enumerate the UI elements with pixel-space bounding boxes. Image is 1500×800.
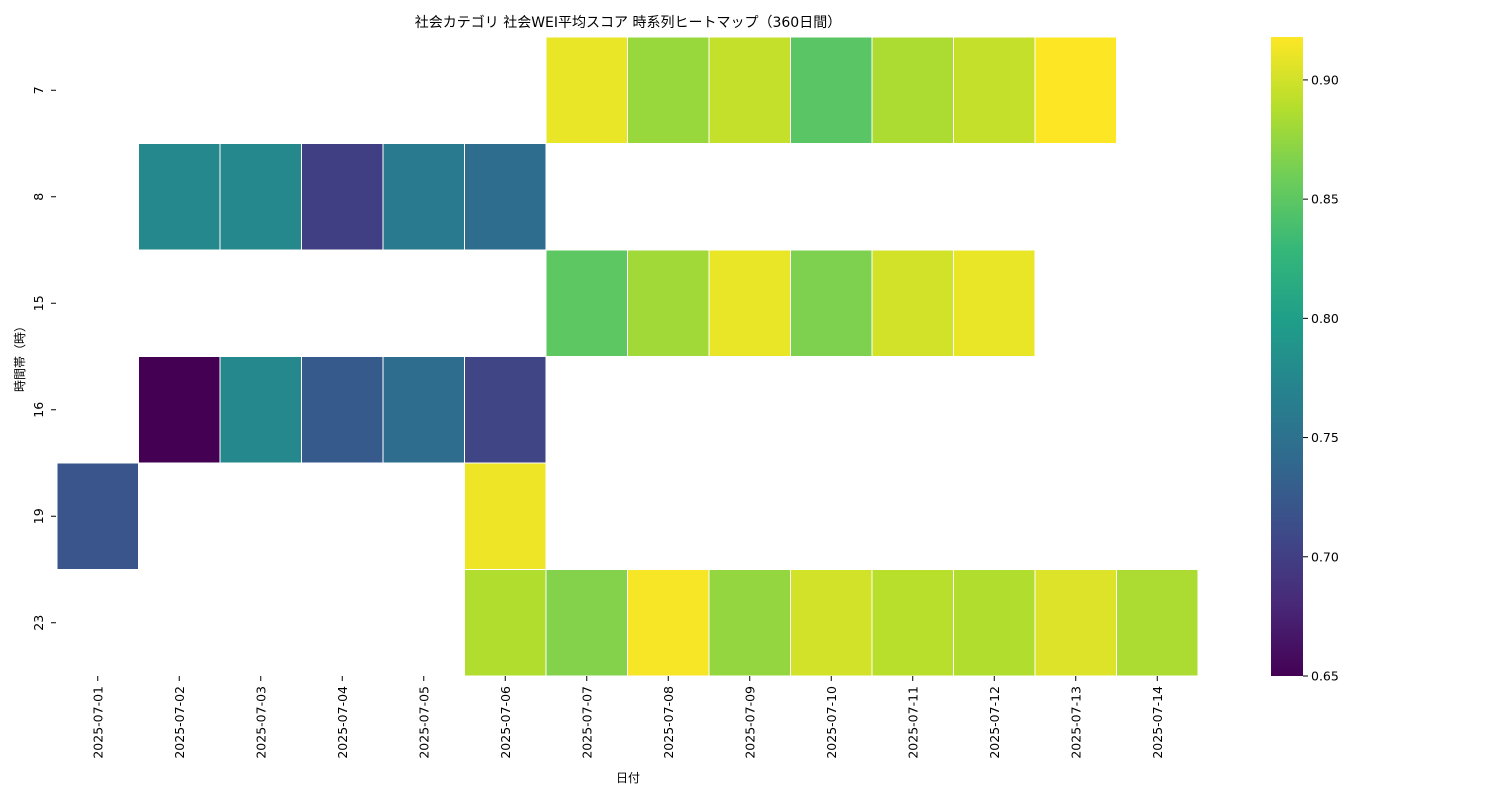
heatmap-cell <box>708 36 791 144</box>
heatmap-cell <box>545 36 628 144</box>
y-axis: 7 8 15 16 19 23 <box>31 86 56 631</box>
x-tick-label: 2025-07-01 <box>90 686 105 759</box>
y-axis-label: 時間帯（時） <box>13 320 27 392</box>
heatmap-cell <box>871 249 954 357</box>
x-tick-label: 2025-07-07 <box>579 686 594 759</box>
heatmap-cell <box>382 356 465 464</box>
heatmap-cell <box>56 462 139 570</box>
y-tick-label: 15 <box>31 295 46 311</box>
x-axis-label: 日付 <box>616 771 640 785</box>
heatmap-cell <box>790 569 873 677</box>
heatmap-cell <box>953 569 1036 677</box>
heatmap-cell <box>627 249 710 357</box>
heatmap-cell <box>464 569 547 677</box>
colorbar-gradient <box>1271 37 1303 676</box>
heatmap-cell <box>790 249 873 357</box>
x-tick-label: 2025-07-02 <box>172 686 187 759</box>
heatmap-cell <box>627 36 710 144</box>
colorbar-tick-label: 0.85 <box>1311 192 1339 207</box>
heatmap-cell <box>464 143 547 251</box>
y-tick-label: 7 <box>31 86 46 94</box>
heatmap-cell <box>790 36 873 144</box>
heatmap-cell <box>138 356 221 464</box>
heatmap-cell <box>301 356 384 464</box>
heatmap-cell <box>545 249 628 357</box>
heatmap-cell <box>138 143 221 251</box>
x-tick-label: 2025-07-14 <box>1150 686 1165 759</box>
heatmap-cell <box>871 36 954 144</box>
heatmap-cell <box>1116 569 1199 677</box>
x-tick-label: 2025-07-10 <box>824 686 839 759</box>
y-tick-label: 23 <box>31 615 46 631</box>
heatmap-cell <box>382 143 465 251</box>
heatmap-cell <box>708 569 791 677</box>
heatmap-cell <box>301 143 384 251</box>
colorbar-tick-label: 0.65 <box>1311 669 1339 684</box>
heatmap-cell <box>953 36 1036 144</box>
heatmap-cell <box>219 143 302 251</box>
y-tick-label: 8 <box>31 193 46 201</box>
x-tick-label: 2025-07-09 <box>742 686 757 759</box>
heatmap-cell <box>545 569 628 677</box>
x-tick-label: 2025-07-06 <box>498 686 513 759</box>
x-tick-label: 2025-07-05 <box>416 686 431 759</box>
x-axis: 2025-07-01 2025-07-02 2025-07-03 2025-07-04… <box>90 676 1165 759</box>
heatmap-cell <box>871 569 954 677</box>
heatmap-cell <box>464 462 547 570</box>
chart-title: 社会カテゴリ 社会WEI平均スコア 時系列ヒートマップ（360日間） <box>415 14 841 31</box>
colorbar-tick-label: 0.90 <box>1311 72 1339 87</box>
heatmap-cell <box>708 249 791 357</box>
heatmap-cells <box>56 36 1199 677</box>
heatmap-cell <box>1034 569 1117 677</box>
y-tick-label: 19 <box>31 508 46 524</box>
heatmap-cell <box>953 249 1036 357</box>
x-tick-label: 2025-07-03 <box>253 686 268 759</box>
x-tick-label: 2025-07-08 <box>661 686 676 759</box>
heatmap-cell <box>219 356 302 464</box>
x-tick-label: 2025-07-13 <box>1068 686 1083 759</box>
colorbar: 0.65 0.70 0.75 0.80 0.85 0.90 <box>1271 37 1339 684</box>
y-tick-label: 16 <box>31 402 46 418</box>
colorbar-tick-label: 0.70 <box>1311 549 1339 564</box>
x-tick-label: 2025-07-04 <box>335 686 350 759</box>
heatmap-cell <box>1034 36 1117 144</box>
x-tick-label: 2025-07-11 <box>905 686 920 759</box>
heatmap-cell <box>464 356 547 464</box>
colorbar-tick-label: 0.80 <box>1311 311 1339 326</box>
heatmap-cell <box>627 569 710 677</box>
x-tick-label: 2025-07-12 <box>987 686 1002 759</box>
colorbar-tick-label: 0.75 <box>1311 430 1339 445</box>
